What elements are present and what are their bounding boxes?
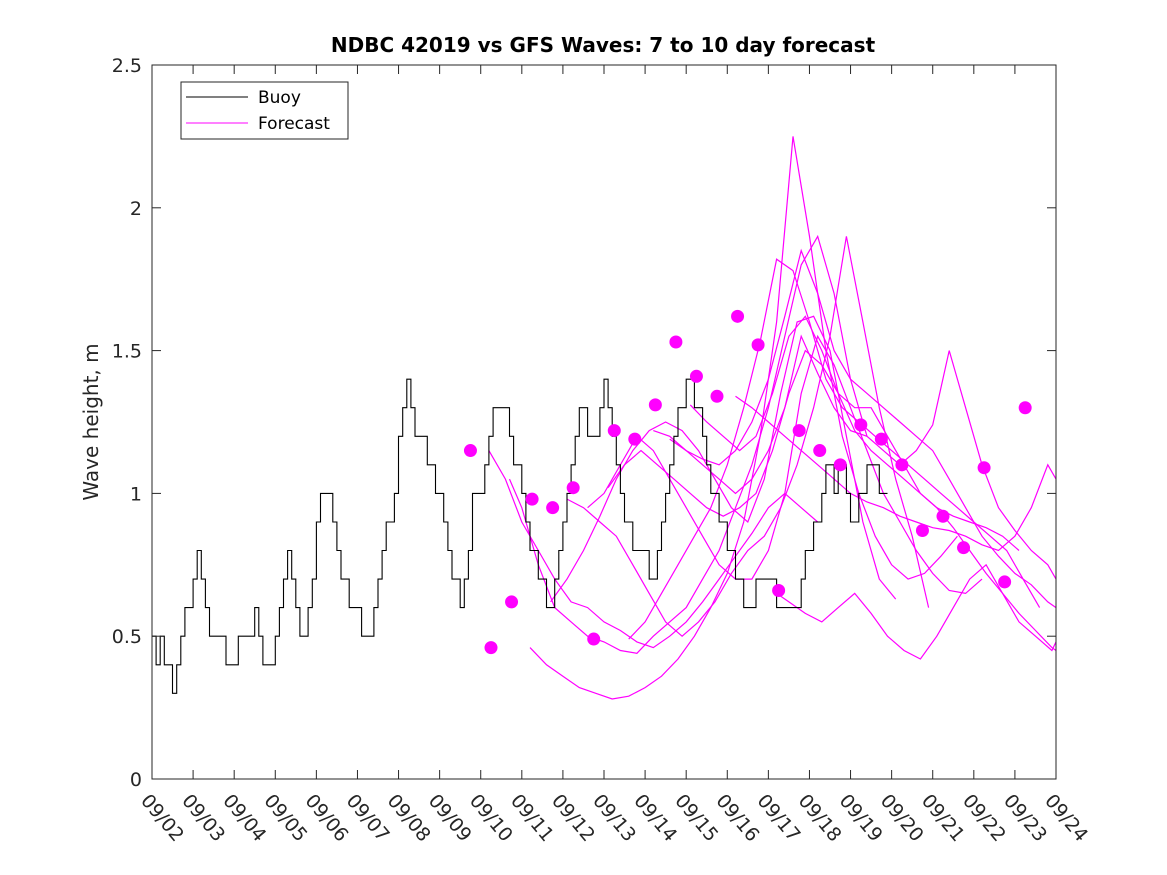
legend-forecast-label: Forecast [258,114,330,134]
forecast-marker [915,524,929,538]
legend-box [180,81,349,140]
forecast-marker [895,458,909,472]
plot-area: 00.511.522.5 09/0209/0309/0409/0509/0609… [112,55,1092,846]
forecast-series-line [587,334,983,595]
forecast-marker [669,335,683,349]
forecast-marker [936,509,950,523]
forecast-marker [751,338,765,352]
forecast-marker [731,309,745,323]
forecast-marker [854,418,868,432]
y-axis-label: Wave height, m [79,343,103,500]
y-tick-label: 1 [130,483,142,505]
forecast-series-line [607,349,1020,551]
forecast-marker [689,369,703,383]
forecast-series-line [529,136,958,700]
forecast-marker [607,424,621,438]
forecast-marker [587,632,601,646]
forecast-marker [833,458,847,472]
forecast-marker [874,432,888,446]
forecast-marker [813,444,827,458]
forecast-marker [998,575,1012,589]
forecast-marker [792,424,806,438]
forecast-series-line [772,563,1057,660]
forecast-marker [484,641,498,655]
forecast-series-line [689,315,1057,651]
forecast-marker [463,444,477,458]
forecast-series-line [735,395,1057,552]
forecast-marker [977,461,991,475]
y-tick-label: 2.5 [112,55,142,77]
chart-title: NDBC 42019 vs GFS Waves: 7 to 10 day for… [331,33,876,57]
forecast-series-line [653,248,1057,609]
forecast-series-line [488,450,819,649]
forecast-marker [710,389,724,403]
forecast-marker [525,492,539,506]
forecast-marker [566,481,580,495]
forecast-marker [1018,401,1032,415]
forecast-marker [772,584,786,598]
forecast-marker [628,432,642,446]
buoy-line-group [152,378,888,694]
forecast-marker [505,595,519,609]
forecast-marker [957,541,971,555]
forecast-series-line [669,334,1057,580]
legend-buoy-label: Buoy [258,88,301,108]
forecast-series-line [566,236,930,637]
y-axis: 0 0.5 1 1.5 2 2.5 [112,55,1056,791]
forecast-lines [488,136,1057,700]
y-tick-label: 1.5 [112,341,142,363]
forecast-marker [546,501,560,515]
y-tick-label: 0 [130,769,142,791]
forecast-marker [648,398,662,412]
buoy-series-line [152,378,888,694]
axes-background [152,65,1056,779]
forecast-series-line [628,258,1041,640]
legend: Buoy Forecast [180,81,349,140]
forecast-markers [463,309,1032,655]
forecast-series-line [508,234,868,654]
y-tick-label: 2 [130,198,142,220]
y-tick-label: 0.5 [112,626,142,648]
